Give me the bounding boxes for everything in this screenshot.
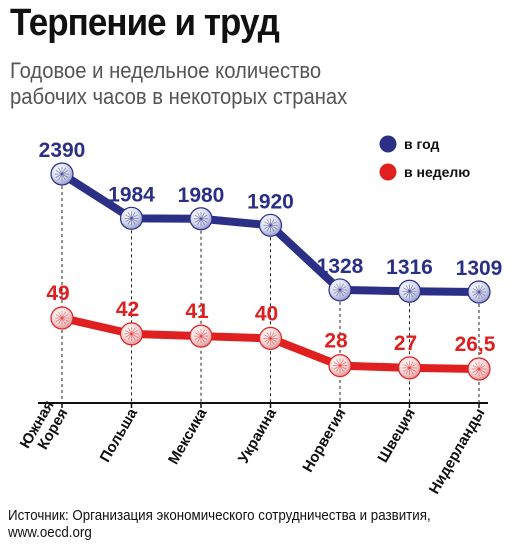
point-year xyxy=(467,280,491,304)
category-label: Швеция xyxy=(374,406,419,466)
data-label-week: 28 xyxy=(324,330,348,353)
point-week xyxy=(397,356,422,380)
data-label-year: 2390 xyxy=(39,139,86,162)
data-label-year: 1328 xyxy=(317,255,364,278)
category-label: Норвегия xyxy=(299,406,349,476)
point-week xyxy=(119,322,144,346)
point-year xyxy=(328,278,352,302)
chart-title: Терпение и труд xyxy=(10,2,280,44)
source-line-2: www.oecd.org xyxy=(8,525,92,541)
point-week xyxy=(189,324,213,348)
subtitle-line-2: рабочих часов в некоторых странах xyxy=(10,84,348,109)
legend-item: в неделю xyxy=(379,163,470,181)
chart-subtitle: Годовое и недельное количество рабочих ч… xyxy=(10,58,347,110)
point-year xyxy=(50,162,74,186)
data-label-week: 26,5 xyxy=(455,333,496,356)
point-year xyxy=(397,279,422,303)
point-week xyxy=(467,357,491,381)
legend-item: в год xyxy=(379,135,440,153)
legend-label: в неделю xyxy=(404,164,470,180)
point-year xyxy=(189,207,213,231)
point-year xyxy=(119,206,144,230)
data-label-year: 1316 xyxy=(386,256,433,279)
data-label-year: 1980 xyxy=(178,184,225,207)
category-label: Нидерланды xyxy=(426,406,489,498)
category-label: Украина xyxy=(235,405,280,466)
data-label-week: 41 xyxy=(185,300,209,323)
point-week xyxy=(258,326,283,350)
legend-swatch xyxy=(379,135,397,153)
category-label: ЮжнаяКорея xyxy=(17,398,72,460)
category-label: Польша xyxy=(97,405,142,465)
source-line-1: Источник: Организация экономического сот… xyxy=(8,508,431,524)
data-label-week: 49 xyxy=(46,282,69,305)
point-week xyxy=(50,306,74,330)
data-label-year: 1309 xyxy=(456,257,503,280)
legend-swatch xyxy=(379,163,397,181)
source-note: Источник: Организация экономического сот… xyxy=(8,508,431,542)
data-label-week: 27 xyxy=(394,332,417,355)
data-label-week: 40 xyxy=(255,302,278,325)
subtitle-line-1: Годовое и недельное количество xyxy=(10,58,322,83)
data-label-year: 1920 xyxy=(247,190,294,213)
point-week xyxy=(328,354,352,378)
category-label: Мексика xyxy=(165,405,211,467)
point-year xyxy=(258,213,283,237)
legend-label: в год xyxy=(404,136,440,152)
data-label-week: 42 xyxy=(116,298,139,321)
data-label-year: 1984 xyxy=(108,183,155,206)
